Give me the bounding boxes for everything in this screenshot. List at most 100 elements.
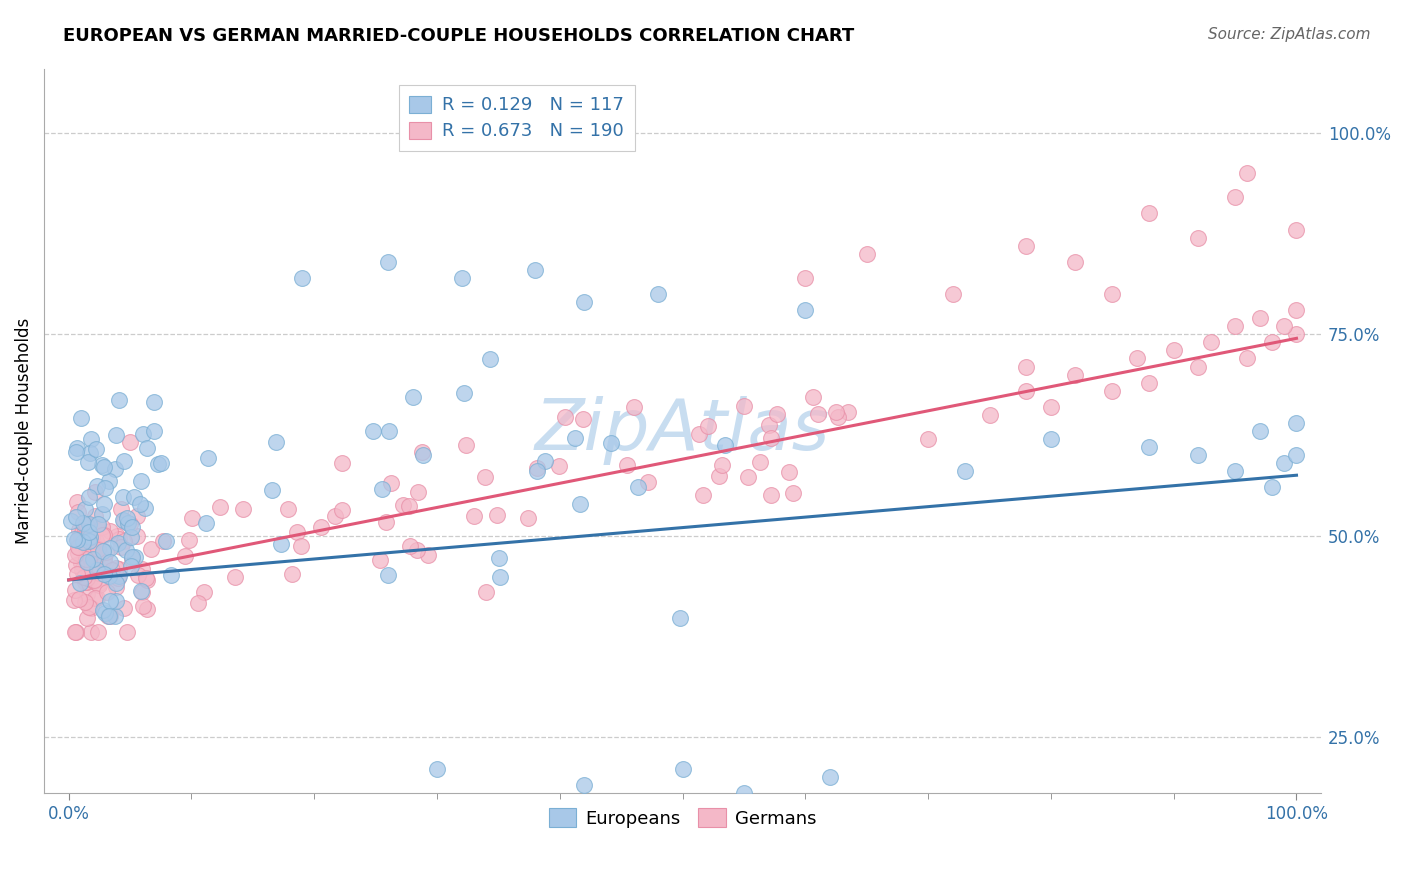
Point: [67, 540, 90, 554]
Point: [72, 533, 94, 548]
Point: [118, 434, 141, 449]
Point: [125, 529, 148, 543]
Point: [260, 483, 283, 498]
Point: [626, 480, 648, 494]
Point: [197, 451, 219, 466]
Point: [112, 490, 135, 504]
Point: [380, 475, 402, 490]
Point: [89, 560, 111, 574]
Point: [73, 574, 96, 589]
Point: [453, 386, 475, 401]
Point: [1137, 376, 1160, 390]
Point: [1236, 351, 1258, 366]
Point: [93, 567, 115, 582]
Point: [1261, 480, 1284, 494]
Point: [290, 539, 312, 553]
Point: [120, 530, 142, 544]
Point: [181, 510, 204, 524]
Point: [668, 610, 690, 624]
Point: [75, 516, 97, 531]
Point: [616, 458, 638, 473]
Point: [416, 548, 439, 562]
Point: [208, 500, 231, 514]
Point: [309, 520, 332, 534]
Point: [488, 550, 510, 565]
Point: [1187, 230, 1209, 244]
Point: [766, 407, 789, 421]
Point: [96, 585, 118, 599]
Point: [1015, 238, 1038, 252]
Point: [82, 560, 104, 574]
Point: [84, 442, 107, 456]
Point: [98, 474, 121, 488]
Point: [98, 594, 121, 608]
Point: [115, 511, 138, 525]
Point: [917, 432, 939, 446]
Point: [98, 569, 121, 583]
Point: [187, 596, 209, 610]
Point: [94, 545, 117, 559]
Point: [110, 502, 132, 516]
Point: [84, 508, 107, 523]
Point: [1272, 319, 1295, 334]
Point: [1249, 424, 1271, 438]
Point: [377, 424, 399, 438]
Point: [707, 469, 730, 483]
Point: [155, 534, 177, 549]
Point: [942, 287, 965, 301]
Point: [761, 488, 783, 502]
Point: [454, 438, 477, 452]
Point: [134, 501, 156, 516]
Point: [76, 587, 98, 601]
Point: [105, 576, 128, 591]
Point: [87, 520, 110, 534]
Point: [82, 546, 104, 560]
Point: [392, 498, 415, 512]
Point: [63, 548, 86, 562]
Point: [87, 541, 110, 556]
Point: [79, 445, 101, 459]
Point: [69, 575, 91, 590]
Point: [105, 428, 128, 442]
Point: [70, 526, 93, 541]
Point: [77, 535, 100, 549]
Point: [270, 537, 292, 551]
Point: [377, 567, 399, 582]
Point: [129, 584, 152, 599]
Legend: Europeans, Germans: Europeans, Germans: [541, 801, 824, 835]
Point: [90, 520, 112, 534]
Point: [93, 481, 115, 495]
Point: [79, 530, 101, 544]
Point: [193, 585, 215, 599]
Point: [75, 541, 97, 556]
Point: [66, 505, 89, 519]
Point: [98, 524, 121, 538]
Point: [67, 523, 90, 537]
Point: [517, 510, 540, 524]
Point: [135, 573, 157, 587]
Point: [402, 390, 425, 404]
Point: [121, 520, 143, 534]
Point: [93, 460, 115, 475]
Point: [65, 445, 87, 459]
Point: [67, 533, 90, 547]
Point: [108, 561, 131, 575]
Point: [127, 509, 149, 524]
Point: [107, 393, 129, 408]
Point: [72, 534, 94, 549]
Point: [801, 390, 824, 404]
Text: EUROPEAN VS GERMAN MARRIED-COUPLE HOUSEHOLDS CORRELATION CHART: EUROPEAN VS GERMAN MARRIED-COUPLE HOUSEH…: [63, 27, 855, 45]
Point: [600, 436, 623, 450]
Point: [105, 580, 128, 594]
Point: [66, 441, 89, 455]
Point: [1137, 206, 1160, 220]
Point: [374, 515, 396, 529]
Point: [1039, 432, 1062, 446]
Point: [77, 534, 100, 549]
Point: [76, 574, 98, 589]
Point: [778, 465, 800, 479]
Point: [67, 592, 90, 607]
Point: [73, 595, 96, 609]
Point: [75, 552, 97, 566]
Point: [710, 458, 733, 472]
